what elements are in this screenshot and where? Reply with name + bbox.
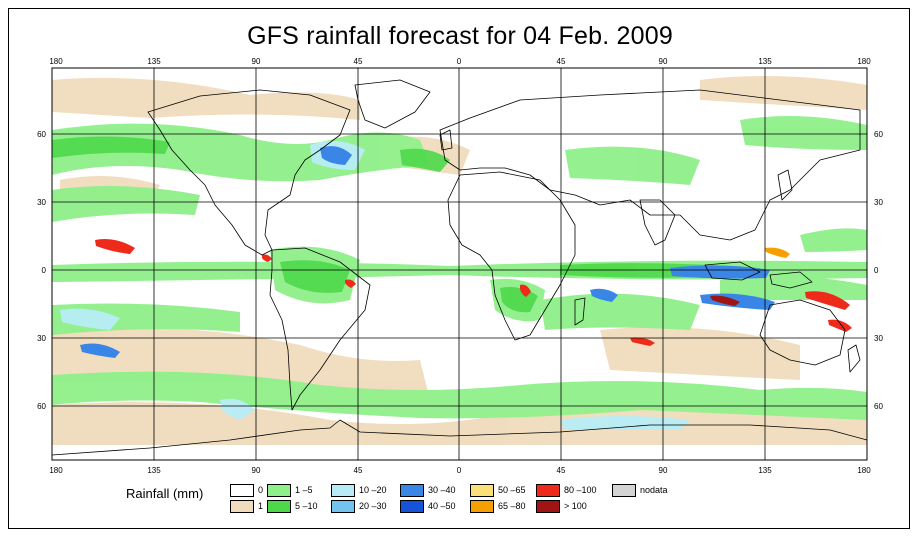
legend-swatch [267, 484, 291, 497]
tick-label: 45 [354, 466, 363, 475]
legend-label: 65 –80 [498, 501, 526, 511]
legend-title: Rainfall (mm) [126, 486, 204, 501]
legend-label: 10 –20 [359, 485, 387, 495]
legend-label: 40 –50 [428, 501, 456, 511]
tick-label: 0 [874, 266, 879, 275]
tick-label: 180 [857, 57, 871, 66]
left-axis: 60 30 0 30 60 [37, 130, 46, 411]
tick-label: 135 [758, 57, 772, 66]
legend-swatch [230, 500, 254, 513]
legend-label: 1 [258, 501, 264, 511]
tick-label: 135 [147, 466, 161, 475]
legend-swatch [400, 500, 424, 513]
legend-label: > 100 [564, 501, 587, 511]
tick-label: 60 [37, 130, 46, 139]
top-axis: 180 135 90 45 0 45 90 135 180 [49, 57, 871, 66]
tick-label: 0 [457, 466, 462, 475]
legend-label: 30 –40 [428, 485, 456, 495]
tick-label: 30 [874, 334, 883, 343]
legend-swatch [331, 500, 355, 513]
bottom-axis: 180 135 90 45 0 45 90 135 180 [49, 466, 871, 475]
tick-label: 180 [49, 466, 63, 475]
map-title: GFS rainfall forecast for 04 Feb. 2009 [247, 22, 673, 50]
tick-label: 30 [37, 198, 46, 207]
legend: Rainfall (mm) 0 1 1 –5 5 –10 10 –20 20 –… [126, 484, 686, 516]
tick-label: 60 [874, 130, 883, 139]
right-axis: 60 30 0 30 60 [874, 130, 883, 411]
tick-label: 45 [557, 466, 566, 475]
tick-label: 60 [37, 402, 46, 411]
legend-label: nodata [640, 485, 668, 495]
tick-label: 0 [42, 266, 47, 275]
legend-label: 20 –30 [359, 501, 387, 511]
tick-label: 30 [874, 198, 883, 207]
tick-label: 0 [457, 57, 462, 66]
tick-label: 45 [557, 57, 566, 66]
figure-frame [8, 8, 910, 529]
tick-label: 90 [252, 466, 261, 475]
legend-swatch [536, 500, 560, 513]
tick-label: 180 [49, 57, 63, 66]
legend-label: 5 –10 [295, 501, 318, 511]
legend-swatch [230, 484, 254, 497]
tick-label: 90 [659, 57, 668, 66]
legend-swatch [536, 484, 560, 497]
legend-swatch [470, 500, 494, 513]
legend-label: 50 –65 [498, 485, 526, 495]
tick-label: 180 [857, 466, 871, 475]
legend-swatch [470, 484, 494, 497]
tick-label: 135 [147, 57, 161, 66]
legend-label: 0 [258, 485, 264, 495]
tick-label: 45 [354, 57, 363, 66]
legend-label: 80 –100 [564, 485, 597, 495]
map-border [51, 67, 868, 461]
legend-swatch [400, 484, 424, 497]
tick-label: 135 [758, 466, 772, 475]
tick-label: 90 [252, 57, 261, 66]
tick-label: 30 [37, 334, 46, 343]
legend-swatch [267, 500, 291, 513]
legend-swatch [331, 484, 355, 497]
tick-label: 60 [874, 402, 883, 411]
legend-label: 1 –5 [295, 485, 313, 495]
graticule [52, 68, 867, 460]
legend-swatch [612, 484, 636, 497]
tick-label: 90 [659, 466, 668, 475]
